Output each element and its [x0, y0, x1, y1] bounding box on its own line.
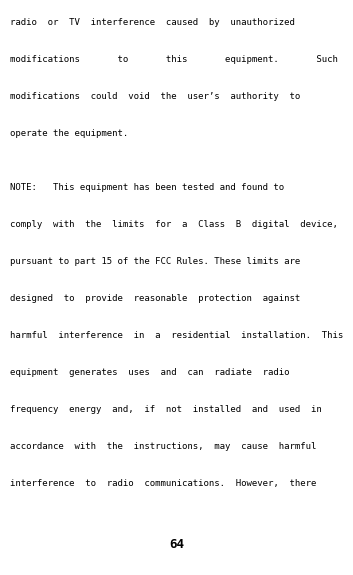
- Text: harmful  interference  in  a  residential  installation.  This: harmful interference in a residential in…: [10, 331, 343, 340]
- Text: pursuant to part 15 of the FCC Rules. These limits are: pursuant to part 15 of the FCC Rules. Th…: [10, 256, 300, 266]
- Text: designed  to  provide  reasonable  protection  against: designed to provide reasonable protectio…: [10, 294, 300, 302]
- Text: equipment  generates  uses  and  can  radiate  radio: equipment generates uses and can radiate…: [10, 367, 289, 377]
- Text: frequency  energy  and,  if  not  installed  and  used  in: frequency energy and, if not installed a…: [10, 405, 322, 413]
- Text: comply  with  the  limits  for  a  Class  B  digital  device,: comply with the limits for a Class B dig…: [10, 220, 338, 229]
- Text: 64: 64: [169, 538, 184, 551]
- Text: interference  to  radio  communications.  However,  there: interference to radio communications. Ho…: [10, 478, 316, 488]
- Text: operate the equipment.: operate the equipment.: [10, 129, 128, 138]
- Text: radio  or  TV  interference  caused  by  unauthorized: radio or TV interference caused by unaut…: [10, 18, 295, 27]
- Text: NOTE:   This equipment has been tested and found to: NOTE: This equipment has been tested and…: [10, 183, 284, 191]
- Text: modifications  could  void  the  user’s  authority  to: modifications could void the user’s auth…: [10, 92, 300, 101]
- Text: accordance  with  the  instructions,  may  cause  harmful: accordance with the instructions, may ca…: [10, 442, 316, 451]
- Text: modifications       to       this       equipment.       Such: modifications to this equipment. Such: [10, 55, 338, 64]
